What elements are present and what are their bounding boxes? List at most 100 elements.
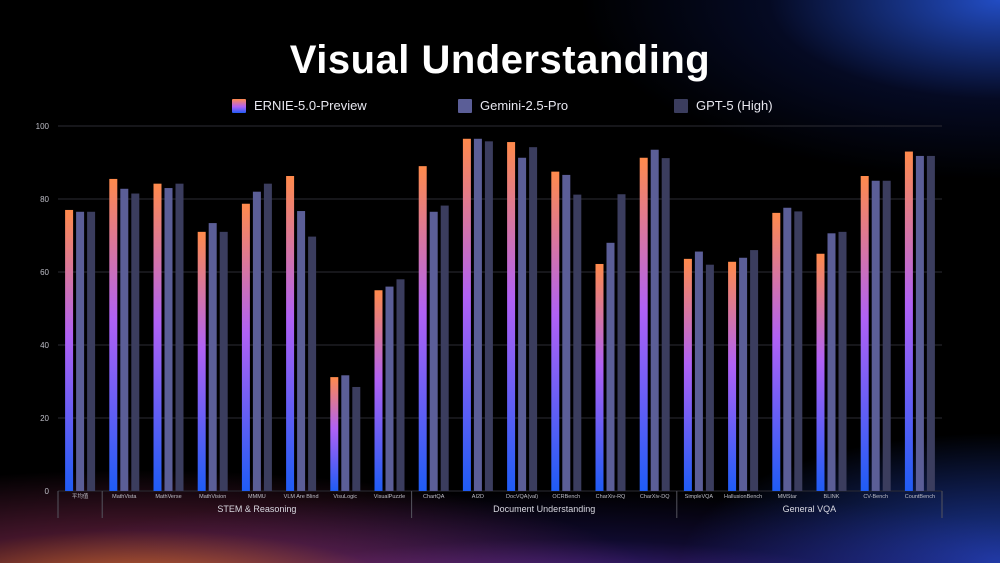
bar-ernie [286, 176, 295, 491]
x-tick-label: MMStar [778, 494, 797, 500]
bar-gpt [529, 147, 538, 492]
group-label: Document Understanding [493, 504, 595, 514]
x-tick-label: CV-Bench [863, 494, 888, 500]
x-tick-label: MathVision [199, 494, 226, 500]
bar-gemini [606, 242, 615, 491]
bar-gemini [915, 155, 924, 491]
group-label: STEM & Reasoning [217, 504, 296, 514]
x-tick-label: MMMU [248, 494, 266, 500]
x-tick-label: HallusionBench [724, 494, 762, 500]
group-label: General VQA [783, 504, 837, 514]
bar-ernie [330, 377, 339, 491]
bar-ernie [772, 212, 781, 491]
bar-gpt [705, 264, 714, 491]
bar-ernie [639, 157, 648, 491]
bar-gemini [871, 180, 880, 491]
bar-gemini [385, 286, 394, 491]
bar-gemini [783, 207, 792, 491]
bar-ernie [551, 171, 560, 491]
bar-gemini [76, 211, 85, 491]
legend-swatch-gemini [458, 98, 472, 113]
bar-gpt [87, 211, 96, 491]
bar-gpt [131, 193, 140, 491]
bar-gemini [341, 375, 350, 491]
x-tick-label: CharXiv-RQ [596, 494, 626, 500]
bar-ernie [197, 231, 206, 491]
x-tick-label: VisuLogic [333, 494, 357, 500]
bar-ernie [816, 253, 825, 491]
bar-gemini [120, 188, 129, 491]
bar-gemini [297, 211, 306, 492]
bar-gemini [827, 233, 836, 491]
legend-label-gpt: GPT-5 (High) [696, 98, 773, 113]
bar-gemini [694, 251, 703, 491]
bar-gemini [208, 223, 217, 491]
bar-ernie [595, 263, 604, 491]
bar-ernie [728, 261, 737, 491]
legend: ERNIE-5.0-Preview Gemini-2.5-Pro GPT-5 (… [0, 98, 1000, 118]
bar-ernie [683, 258, 692, 491]
x-tick-label: VisualPuzzle [374, 494, 405, 500]
bar-ernie [860, 176, 869, 491]
bar-ernie [462, 138, 471, 491]
bar-ernie [904, 151, 913, 492]
x-tick-label: OCRBench [552, 494, 580, 500]
legend-label-ernie: ERNIE-5.0-Preview [254, 98, 367, 113]
legend-item-gemini: Gemini-2.5-Pro [458, 98, 568, 113]
bar-gemini [429, 211, 438, 491]
bar-ernie [65, 209, 74, 491]
legend-swatch-ernie [232, 98, 246, 113]
x-tick-label: 平均值 [72, 492, 89, 500]
y-tick-label: 0 [45, 487, 50, 496]
bar-ernie [109, 178, 118, 492]
bar-gpt [308, 236, 317, 491]
bar-gpt [219, 231, 228, 491]
bar-gemini [164, 188, 173, 492]
legend-label-gemini: Gemini-2.5-Pro [480, 98, 569, 113]
x-tick-label: BLINK [824, 494, 840, 500]
bar-gpt [750, 250, 759, 491]
x-tick-label: SimpleVQA [685, 494, 714, 500]
bar-gpt [175, 183, 184, 492]
y-tick-label: 40 [40, 341, 49, 350]
x-tick-label: CharXiv-DQ [640, 494, 670, 500]
chart-title: Visual Understanding [289, 38, 711, 82]
bar-gpt [838, 231, 847, 491]
bar-gpt [396, 279, 405, 491]
y-tick-label: 80 [40, 195, 49, 204]
bar-gpt [263, 183, 272, 492]
legend-swatch-gpt [674, 98, 688, 113]
x-tick-label: MathVerse [155, 494, 181, 500]
legend-item-ernie: ERNIE-5.0-Preview [232, 98, 367, 113]
bar-ernie [418, 166, 427, 491]
x-tick-label: AI2D [472, 494, 484, 500]
bar-gemini [650, 149, 659, 491]
bar-gpt [617, 194, 626, 491]
bar-gpt [352, 386, 361, 491]
bar-gemini [739, 257, 748, 491]
bar-gpt [440, 205, 449, 491]
bar-gemini [518, 157, 527, 491]
y-tick-label: 60 [40, 268, 49, 277]
x-tick-label: ChartQA [423, 494, 445, 500]
bar-ernie [153, 183, 162, 492]
bar-gemini [562, 174, 571, 491]
bar-ernie [241, 203, 250, 491]
bar-gpt [484, 141, 493, 491]
bar-ernie [507, 142, 516, 491]
x-tick-label: VLM Are Blind [284, 494, 319, 500]
bar-gpt [926, 155, 935, 491]
x-tick-label: DocVQA(val) [506, 494, 538, 500]
bar-gemini [252, 191, 261, 491]
bar-gemini [473, 138, 482, 491]
bar-ernie [374, 290, 383, 491]
x-tick-label: MathVista [112, 494, 137, 500]
bar-gpt [794, 211, 803, 491]
y-tick-label: 100 [36, 122, 50, 131]
bar-gpt [573, 194, 582, 491]
x-tick-label: CountBench [905, 494, 935, 500]
legend-item-gpt: GPT-5 (High) [674, 98, 773, 113]
bar-gpt [882, 180, 891, 491]
y-tick-label: 20 [40, 414, 49, 423]
